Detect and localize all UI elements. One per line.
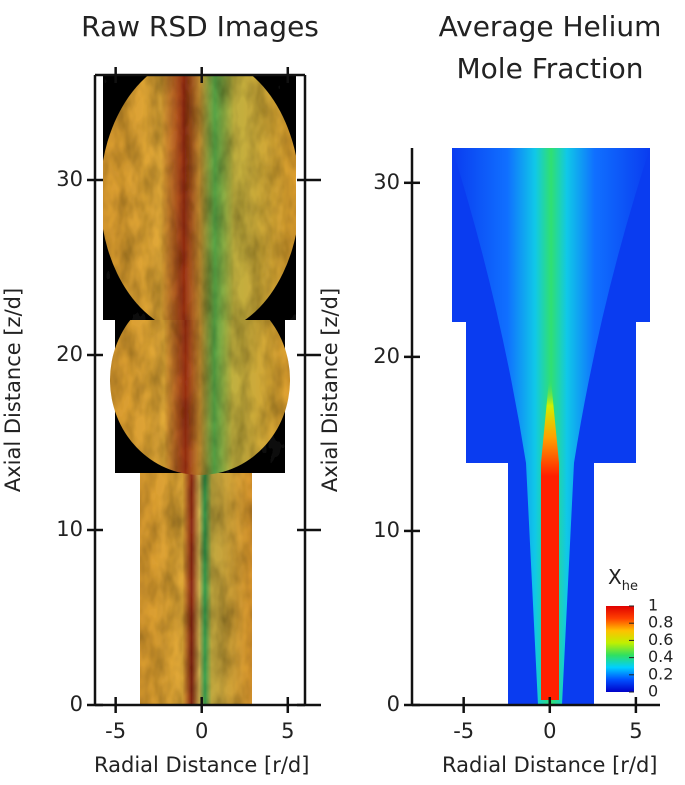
x-axis-label: Radial Distance [r/d] [94, 753, 309, 777]
y-tick-label: 20 [56, 342, 83, 366]
y-tick-label: 10 [56, 517, 83, 541]
y-tick-label: 10 [373, 518, 400, 542]
y-tick-label: 30 [373, 170, 400, 194]
colorbar-tick-label: 0.8 [648, 613, 673, 632]
rsd-image [103, 75, 296, 705]
colorbar-tick-label: 1 [648, 596, 658, 615]
x-tick-label: 0 [195, 719, 208, 743]
chart-title: Average Helium [439, 10, 662, 43]
y-axis-label: Axial Distance [z/d] [1, 288, 25, 492]
colorbar-tick-label: 0.6 [648, 630, 673, 649]
y-tick-label: 30 [56, 167, 83, 191]
x-tick-label: 5 [629, 719, 642, 743]
x-tick-label: 5 [281, 719, 294, 743]
colorbar-title-sub: he [622, 579, 638, 594]
x-axis-label: Radial Distance [r/d] [442, 753, 657, 777]
x-tick-label: -5 [105, 719, 126, 743]
chart-title: Raw RSD Images [81, 10, 319, 43]
colorbar [606, 606, 634, 692]
colorbar-tick-label: 0 [648, 682, 658, 701]
chart-title: Mole Fraction [457, 52, 644, 85]
y-tick-label: 0 [387, 692, 400, 716]
colorbar-title: Xhe [608, 565, 638, 594]
y-tick-label: 20 [373, 344, 400, 368]
colorbar-tick-label: 0.4 [648, 647, 673, 666]
x-tick-label: -5 [453, 719, 474, 743]
colorbar-tick-label: 0.2 [648, 664, 673, 683]
y-tick-label: 0 [70, 692, 83, 716]
x-tick-label: 0 [543, 719, 556, 743]
y-axis-label: Axial Distance [z/d] [318, 288, 342, 492]
